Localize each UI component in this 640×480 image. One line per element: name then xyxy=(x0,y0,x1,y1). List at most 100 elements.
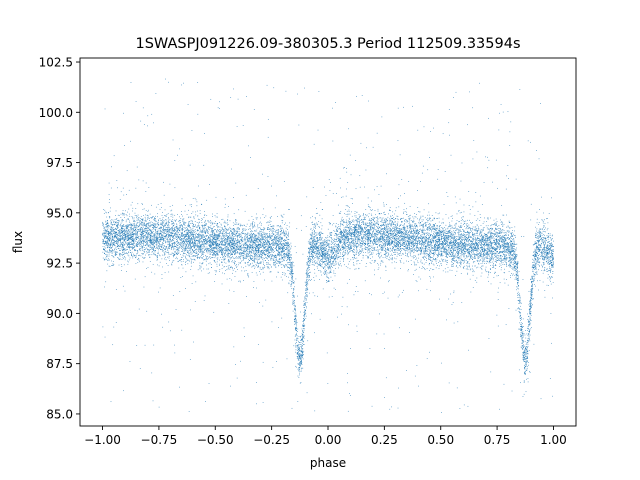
data-point xyxy=(544,290,546,291)
data-point xyxy=(470,232,471,233)
data-point xyxy=(141,236,143,238)
data-point xyxy=(265,245,267,247)
data-point xyxy=(131,239,133,240)
data-point xyxy=(431,226,432,228)
data-point xyxy=(454,228,455,229)
data-point xyxy=(333,265,335,266)
data-point xyxy=(311,242,313,244)
data-point xyxy=(175,234,177,235)
data-point xyxy=(112,242,114,244)
data-point xyxy=(488,245,490,247)
data-point xyxy=(452,252,454,254)
data-point xyxy=(524,361,525,362)
data-point xyxy=(273,234,274,236)
data-point xyxy=(509,249,511,251)
data-point xyxy=(418,253,420,255)
data-point xyxy=(117,257,118,258)
data-point xyxy=(359,223,360,225)
data-point xyxy=(366,232,368,234)
data-point xyxy=(374,241,376,242)
data-point xyxy=(194,247,195,249)
data-point xyxy=(530,278,532,280)
data-point xyxy=(150,242,151,244)
data-point xyxy=(236,249,238,250)
data-point xyxy=(230,254,231,256)
data-point xyxy=(403,209,405,211)
data-point xyxy=(390,210,391,211)
data-point xyxy=(420,248,422,250)
data-point xyxy=(486,238,488,240)
data-point xyxy=(144,249,146,250)
data-point xyxy=(243,257,245,258)
data-point xyxy=(341,245,343,247)
data-point xyxy=(468,191,470,192)
data-point xyxy=(347,213,349,215)
data-point xyxy=(366,147,367,149)
data-point xyxy=(224,235,226,237)
data-point xyxy=(438,226,440,228)
data-point xyxy=(505,232,507,233)
data-point xyxy=(319,255,320,257)
data-point xyxy=(472,107,474,109)
data-point xyxy=(200,240,202,242)
data-point xyxy=(378,230,380,232)
data-point xyxy=(254,258,256,260)
data-point xyxy=(121,242,123,244)
data-point xyxy=(476,242,477,243)
data-point xyxy=(127,233,129,234)
data-point xyxy=(159,236,160,238)
data-point xyxy=(309,258,311,260)
data-point xyxy=(287,244,288,246)
data-point xyxy=(141,203,143,204)
data-point xyxy=(161,227,163,228)
data-point xyxy=(530,297,531,298)
data-point xyxy=(197,240,199,242)
data-point xyxy=(365,243,367,245)
data-point xyxy=(391,241,393,243)
data-point xyxy=(361,219,363,221)
data-point xyxy=(162,248,164,249)
data-point xyxy=(308,264,310,266)
data-point xyxy=(276,195,277,197)
data-point xyxy=(291,245,292,247)
data-point xyxy=(500,258,502,260)
data-point xyxy=(129,213,130,215)
data-point xyxy=(483,241,484,243)
data-point xyxy=(290,242,292,244)
data-point xyxy=(543,262,545,263)
data-point xyxy=(128,234,130,236)
data-point xyxy=(311,264,313,265)
data-point xyxy=(544,249,545,251)
data-point xyxy=(299,362,300,363)
data-point xyxy=(533,273,535,275)
data-point xyxy=(253,287,254,288)
data-point xyxy=(472,287,474,288)
data-point xyxy=(213,231,214,233)
data-point xyxy=(383,239,385,241)
data-point xyxy=(229,261,230,262)
data-point xyxy=(414,262,416,264)
data-point xyxy=(363,229,365,231)
data-point xyxy=(508,238,510,240)
data-point xyxy=(110,233,112,234)
data-point xyxy=(198,235,199,237)
data-point xyxy=(259,302,260,303)
data-point xyxy=(266,248,268,250)
data-point xyxy=(510,260,512,262)
data-point xyxy=(212,257,214,258)
data-point xyxy=(309,248,311,250)
data-point xyxy=(141,235,143,237)
data-point xyxy=(388,230,390,232)
data-point xyxy=(279,237,280,239)
data-point xyxy=(107,224,109,226)
data-point xyxy=(237,269,238,270)
data-point xyxy=(267,224,269,226)
data-point xyxy=(508,245,510,246)
data-point xyxy=(189,231,191,233)
data-point xyxy=(394,227,395,229)
data-point xyxy=(398,230,400,232)
data-point xyxy=(520,300,521,302)
data-point xyxy=(257,233,259,235)
data-point xyxy=(188,224,190,226)
data-point xyxy=(375,239,377,240)
